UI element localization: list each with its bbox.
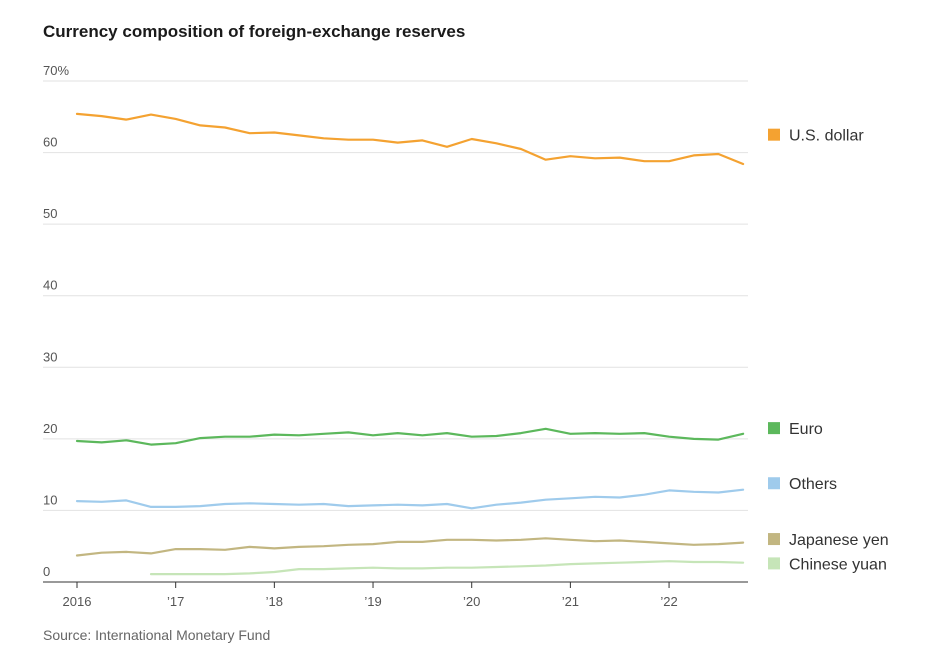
legend-label-u-s-dollar: U.S. dollar (789, 128, 864, 145)
y-tick-label: 20 (43, 421, 57, 436)
legend-swatch-u-s-dollar (768, 128, 780, 141)
x-tick-label: ’19 (364, 594, 381, 609)
x-tick-label: 2016 (63, 594, 92, 609)
x-tick-label: ’22 (660, 594, 677, 609)
y-tick-label: 0 (43, 564, 50, 579)
series-line-others (75, 488, 745, 510)
legend-label-chinese-yuan: Chinese yuan (789, 556, 887, 573)
y-tick-label: 40 (43, 278, 57, 293)
series-line-euro (75, 427, 745, 446)
x-tick-label: ’21 (562, 594, 579, 609)
y-tick-label: 70% (43, 63, 69, 78)
y-tick-label: 60 (43, 135, 57, 150)
axes: 70% 60 50 40 30 20 10 0 2016 ’17 ’18 ’19 ’20 ’21 ’22 (43, 63, 748, 609)
series-line-japanese-yen (75, 537, 745, 557)
legend: U.S. dollar Euro Others Japanese yen Chinese… (768, 128, 889, 573)
gridlines (43, 80, 748, 511)
legend-label-euro: Euro (789, 421, 823, 438)
x-tick-label: ’20 (463, 594, 480, 609)
y-tick-label: 30 (43, 349, 57, 364)
legend-label-japanese-yen: Japanese yen (789, 532, 889, 549)
y-tick-label: 10 (43, 492, 57, 507)
y-tick-label: 50 (43, 206, 57, 221)
chart-title: Currency composition of foreign-exchange… (43, 22, 466, 41)
series-lines (75, 112, 745, 576)
series-line-chinese-yuan (149, 560, 745, 576)
x-tick-label: ’18 (266, 594, 283, 609)
x-tick-label: ’17 (167, 594, 184, 609)
legend-swatch-others (768, 477, 780, 490)
legend-swatch-chinese-yuan (768, 557, 780, 570)
legend-label-others: Others (789, 476, 837, 493)
series-line-u-s-dollar (75, 112, 745, 166)
source-note: Source: International Monetary Fund (43, 627, 271, 643)
legend-swatch-japanese-yen (768, 533, 780, 546)
legend-swatch-euro (768, 422, 780, 435)
